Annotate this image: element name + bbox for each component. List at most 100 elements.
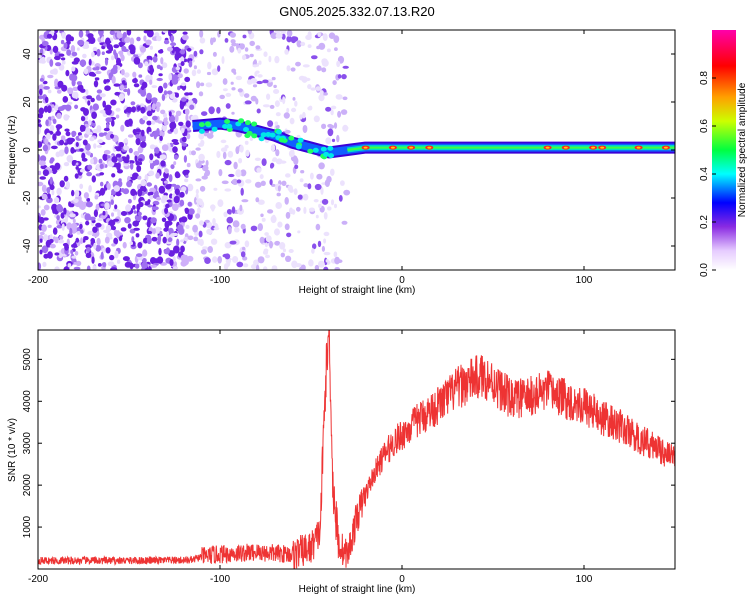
noise-blob (103, 149, 111, 155)
noise-blob (310, 172, 314, 180)
noise-blob (111, 75, 116, 84)
noise-blob (165, 203, 170, 209)
noise-blob (146, 110, 153, 117)
noise-blob (198, 153, 205, 161)
noise-blob (163, 90, 168, 96)
noise-blob (159, 231, 163, 236)
noise-blob (137, 189, 143, 197)
noise-blob (134, 214, 142, 222)
noise-blob (277, 185, 281, 192)
noise-blob (333, 122, 338, 129)
noise-blob (138, 201, 144, 208)
noise-blob (317, 31, 322, 37)
noise-blob (252, 64, 258, 68)
noise-blob (216, 106, 221, 114)
noise-blob (129, 37, 135, 46)
signal-blob (295, 144, 302, 150)
noise-blob (59, 235, 64, 240)
noise-blob (183, 136, 187, 143)
noise-blob (111, 173, 116, 178)
noise-blob (93, 209, 98, 218)
noise-blob (199, 30, 204, 38)
noise-blob (104, 236, 110, 244)
noise-blob (114, 250, 119, 259)
noise-blob (213, 187, 218, 191)
noise-blob (239, 144, 244, 153)
signal-blob (204, 121, 211, 127)
noise-blob (149, 187, 156, 193)
noise-blob (334, 203, 337, 209)
noise-blob (99, 109, 106, 114)
noise-blob (96, 237, 101, 246)
noise-blob (286, 232, 292, 238)
noise-blob (130, 162, 134, 170)
noise-blob (79, 168, 85, 173)
noise-blob (263, 51, 268, 57)
noise-blob (110, 99, 117, 106)
noise-blob (132, 78, 138, 84)
signal-blob (323, 151, 330, 157)
noise-blob (198, 91, 204, 97)
noise-blob (175, 172, 181, 178)
noise-blob (311, 248, 315, 254)
noise-blob (183, 236, 189, 242)
noise-blob (131, 106, 136, 113)
noise-blob (238, 158, 243, 164)
noise-blob (168, 73, 172, 81)
noise-blob (146, 120, 152, 126)
noise-blob (152, 228, 156, 235)
noise-blob (225, 259, 232, 264)
noise-blob (43, 217, 49, 221)
noise-blob (185, 174, 189, 178)
noise-blob (119, 84, 125, 91)
noise-blob (159, 135, 163, 141)
noise-blob (146, 182, 152, 187)
noise-blob (38, 154, 41, 162)
noise-blob (60, 135, 66, 141)
noise-blob (269, 104, 275, 109)
noise-blob (49, 184, 55, 191)
noise-blob (175, 110, 182, 117)
noise-blob (244, 47, 249, 52)
noise-blob (256, 108, 261, 114)
signal-blob (327, 145, 334, 151)
noise-blob (82, 41, 90, 45)
noise-blob (166, 199, 172, 203)
noise-blob (193, 65, 197, 70)
noise-blob (86, 171, 92, 177)
noise-blob (180, 49, 186, 55)
noise-blob (280, 252, 285, 258)
noise-blob (95, 70, 102, 75)
noise-blob (314, 264, 320, 270)
noise-blob (271, 76, 276, 81)
signal-blob (224, 119, 231, 124)
noise-blob (109, 30, 115, 36)
noise-blob (170, 30, 177, 34)
noise-blob (294, 164, 299, 169)
spectrogram-xlabel: Height of straight line (km) (299, 285, 416, 296)
noise-blob (327, 123, 333, 128)
noise-blob (200, 139, 205, 146)
noise-blob (321, 245, 325, 252)
noise-blob (61, 223, 65, 231)
spectrogram-ylabel: Frequency (Hz) (7, 116, 18, 185)
noise-blob (85, 220, 90, 226)
noise-blob (73, 261, 77, 265)
noise-blob (60, 212, 65, 219)
noise-blob (121, 69, 125, 76)
noise-blob (310, 87, 316, 91)
noise-blob (95, 66, 100, 71)
noise-blob (161, 144, 169, 152)
noise-blob (38, 113, 43, 119)
noise-blob (340, 109, 348, 115)
noise-blob (187, 201, 192, 207)
noise-blob (50, 157, 55, 163)
noise-blob (79, 148, 84, 152)
noise-blob (164, 168, 169, 174)
noise-blob (148, 159, 154, 164)
noise-blob (170, 164, 175, 170)
noise-blob (196, 69, 201, 74)
noise-blob (324, 179, 330, 188)
noise-blob (182, 31, 188, 35)
signal-blob (251, 121, 258, 127)
